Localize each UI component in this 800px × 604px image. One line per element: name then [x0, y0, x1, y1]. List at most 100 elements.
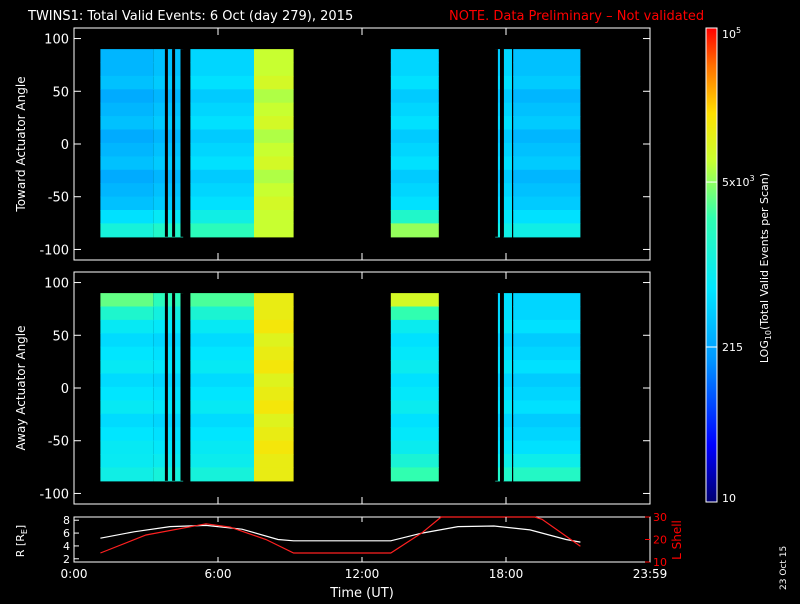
heatmap-cell — [190, 306, 254, 321]
heatmap-cell — [153, 467, 184, 482]
heatmap-cell — [153, 440, 184, 455]
heatmap-cell — [153, 183, 184, 198]
heatmap-cell — [513, 102, 581, 117]
heatmap-cell — [100, 75, 154, 90]
toward-panel: 100 50 0 -50 -100 Toward Actuator Angle — [14, 27, 651, 261]
toward-heatmap — [100, 49, 581, 238]
heatmap-cell — [190, 62, 254, 77]
heatmap-cell — [254, 183, 294, 198]
heatmap-cell — [390, 183, 439, 198]
heatmap-cell — [190, 142, 254, 157]
heatmap-cell — [254, 62, 294, 77]
r-tick-label: 6 — [63, 527, 70, 540]
heatmap-cell — [513, 373, 581, 388]
data-gap — [180, 293, 184, 481]
lshell-tick-label: 20 — [653, 534, 667, 547]
heatmap-cell — [513, 196, 581, 211]
heatmap-cell — [190, 454, 254, 468]
data-gap — [164, 49, 168, 237]
heatmap-cell — [390, 373, 439, 388]
heatmap-cell — [390, 360, 439, 375]
heatmap-cell — [513, 360, 581, 375]
heatmap-cell — [254, 373, 294, 388]
heatmap-cell — [513, 62, 581, 77]
heatmap-cell — [153, 306, 184, 321]
heatmap-cell — [390, 156, 439, 171]
heatmap-cell — [503, 413, 512, 428]
heatmap-cell — [513, 467, 581, 482]
orbit-frame — [73, 516, 651, 563]
heatmap-cell — [513, 210, 581, 224]
heatmap-cell — [254, 413, 294, 428]
heatmap-cell — [513, 75, 581, 90]
heatmap-cell — [390, 440, 439, 455]
heatmap-cell — [503, 62, 512, 77]
heatmap-cell — [513, 169, 581, 184]
heatmap-cell — [100, 156, 154, 171]
x-tick-label: 6:00 — [205, 567, 232, 581]
heatmap-cell — [153, 62, 184, 77]
heatmap-cell — [513, 386, 581, 401]
toward-y-ticks: 100 50 0 -50 -100 — [39, 28, 651, 260]
colorbar-tick-label: 10 — [722, 492, 736, 505]
heatmap-cell — [100, 400, 154, 415]
heatmap-cell — [503, 333, 512, 348]
heatmap-cell — [513, 142, 581, 157]
heatmap-cell — [513, 183, 581, 198]
colorbar-ticks: 105 5x103 215 10 — [706, 26, 755, 505]
footer-date: 23 Oct 15 — [779, 546, 789, 590]
heatmap-cell — [153, 75, 184, 90]
heatmap-cell — [513, 333, 581, 348]
heatmap-cell — [190, 386, 254, 401]
heatmap-cell — [100, 454, 154, 468]
heatmap-cell — [190, 346, 254, 361]
colorbar: 105 5x103 215 10 LOG10(Total Valid Events p… — [705, 26, 773, 505]
heatmap-cell — [100, 223, 154, 238]
heatmap-cell — [503, 210, 512, 224]
heatmap-cell — [190, 75, 254, 90]
heatmap-cell — [390, 116, 439, 131]
heatmap-cell — [503, 196, 512, 211]
heatmap-cell — [513, 400, 581, 415]
data-gap — [500, 293, 504, 481]
heatmap-cell — [190, 49, 254, 64]
heatmap-cell — [503, 373, 512, 388]
orbit-lines — [100, 516, 581, 554]
heatmap-cell — [254, 293, 294, 308]
heatmap-cell — [100, 210, 154, 224]
colorbar-tick-label: 5x103 — [722, 174, 755, 189]
heatmap-cell — [390, 333, 439, 348]
heatmap-cell — [153, 413, 184, 428]
heatmap-cell — [390, 102, 439, 117]
heatmap-cell — [100, 142, 154, 157]
lshell-tick-label: 10 — [653, 556, 667, 569]
heatmap-cell — [100, 196, 154, 211]
heatmap-cell — [503, 156, 512, 171]
y-tick-label: -50 — [48, 191, 69, 206]
x-tick-label: 0:00 — [61, 567, 88, 581]
heatmap-cell — [390, 169, 439, 184]
data-gap — [494, 293, 498, 481]
r-tick-label: 2 — [63, 553, 70, 566]
r-series-line — [100, 524, 581, 543]
heatmap-cell — [503, 346, 512, 361]
heatmap-cell — [390, 89, 439, 104]
heatmap-cell — [153, 196, 184, 211]
heatmap-cell — [100, 319, 154, 334]
data-gap — [180, 49, 184, 237]
heatmap-cell — [153, 386, 184, 401]
heatmap-cell — [153, 454, 184, 468]
heatmap-cell — [100, 183, 154, 198]
heatmap-cell — [503, 440, 512, 455]
heatmap-cell — [100, 169, 154, 184]
y-tick-label: -100 — [39, 243, 69, 258]
heatmap-cell — [503, 75, 512, 90]
heatmap-cell — [513, 156, 581, 171]
heatmap-cell — [190, 89, 254, 104]
heatmap-cell — [503, 400, 512, 415]
heatmap-cell — [254, 116, 294, 131]
heatmap-cell — [503, 306, 512, 321]
figure-title: TWINS1: Total Valid Events: 6 Oct (day 2… — [27, 9, 353, 24]
heatmap-cell — [513, 440, 581, 455]
